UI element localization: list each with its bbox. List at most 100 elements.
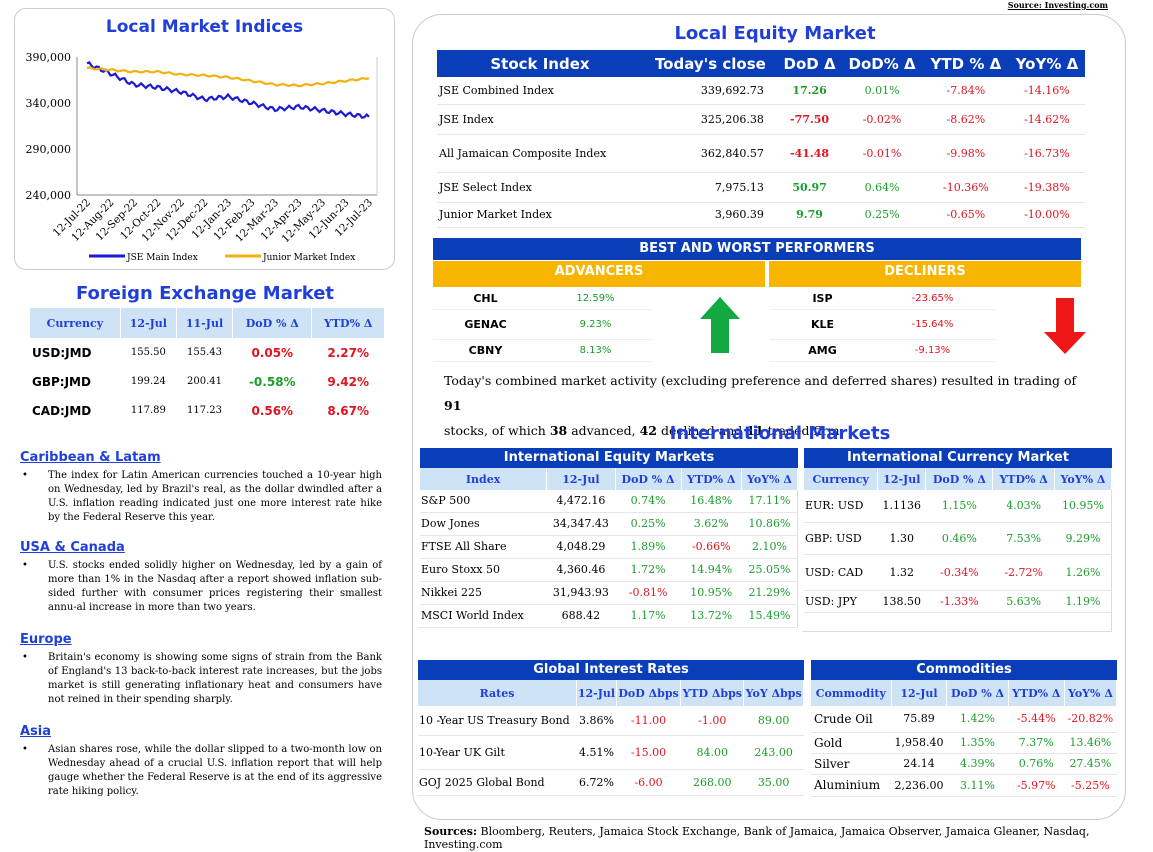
rates-row: 10 -Year US Treasury Bond 3.86% -11.00 -1.0… (418, 706, 804, 736)
intl-equity-value: 4,048.29 (546, 535, 616, 559)
intl-equity-ytd: 3.62% (681, 512, 742, 536)
commodity-dod: 3.11% (946, 774, 1009, 797)
equity-name: JSE Combined Index (437, 77, 643, 105)
intl-currency-row: USD: CAD 1.32 -0.34% -2.72% 1.26% (804, 554, 1112, 591)
down-arrow-icon (1044, 298, 1086, 354)
intl-currency-value: 138.50 (877, 590, 926, 613)
news-list: The index for Latin American currencies … (20, 469, 382, 525)
equity-name: All Jamaican Composite Index (437, 134, 643, 173)
equity-close: 339,692.73 (642, 77, 778, 105)
news-heading: Asia (20, 724, 52, 739)
equity-close: 7,975.13 (642, 172, 778, 203)
fx-row: USD:JMD 155.50 155.43 0.05% 2.27% (30, 338, 385, 367)
intl-equity-yoy: 17.11% (741, 490, 798, 513)
intl-currency-name: USD: JPY (804, 590, 878, 613)
market-summary: Today's combined market activity (exclud… (444, 373, 1077, 438)
equity-yoy: -14.62% (1008, 104, 1085, 135)
intl-equity-value: 4,472.16 (546, 490, 616, 513)
intl-currency-row: USD: JPY 138.50 -1.33% 5.63% 1.19% (804, 590, 1112, 613)
rates-yoy: 89.00 (743, 706, 804, 736)
rates-dod: -15.00 (616, 735, 681, 770)
commodity-ytd: 7.37% (1008, 732, 1065, 754)
fx-today: 117.89 (130, 405, 166, 416)
decliners-header: DECLINERS (769, 261, 1081, 287)
news-heading: Europe (20, 632, 72, 647)
intl-equity-dod: 0.74% (615, 490, 682, 513)
intl-currency-dod: -1.33% (925, 590, 993, 613)
intl-equity-value: 31,943.93 (546, 581, 616, 605)
fx-prev: 117.23 (187, 405, 223, 416)
equity-col-header: Stock Index (437, 50, 643, 77)
equity-close: 3,960.39 (642, 202, 778, 228)
rates-ytd: 84.00 (680, 735, 744, 770)
intl-currency-name: GBP: USD (804, 522, 878, 555)
equity-col-header: DoD% Δ (841, 50, 923, 77)
fx-prev: 200.41 (187, 376, 223, 387)
equity-ytd: -0.65% (922, 202, 1009, 228)
intl-currency-ytd: -2.72% (992, 554, 1055, 591)
intl-equity-col-header: YTD% Δ (681, 468, 742, 490)
commodity-yoy: 13.46% (1064, 732, 1117, 754)
rates-yoy: 243.00 (743, 735, 804, 770)
fx-currency: GBP:JMD (32, 374, 91, 389)
intl-currency-col-header: Currency (804, 468, 879, 490)
intl-currency-col-header: 12-Jul (877, 468, 927, 490)
intl-equity-dod: 1.72% (615, 558, 682, 582)
rates-col-header: Rates (418, 680, 577, 706)
performer-change: -9.13% (914, 345, 951, 356)
intl-equity-yoy: 10.86% (741, 512, 798, 536)
intl-currency-title: International Currency Market (804, 448, 1112, 468)
commodity-value: 1,958.40 (891, 732, 947, 754)
intl-equity-dod: 1.17% (615, 604, 682, 628)
performer-change: 8.13% (579, 345, 612, 356)
local-indices-panel: Local Market Indices 390,000 340,000 290,0… (14, 8, 395, 270)
news-text: The index for Latin American currencies … (20, 469, 382, 525)
rates-col-header: DoD Δbps (616, 680, 682, 706)
advancer-row: GENAC 9.23% (433, 310, 653, 340)
commodity-name: Gold (811, 732, 892, 754)
equity-col-header: Today's close (642, 50, 778, 77)
commodity-dod: 4.39% (946, 753, 1009, 775)
intl-currency-yoy: 1.19% (1054, 590, 1112, 613)
fx-today: 199.24 (130, 376, 166, 387)
equity-row: JSE Combined Index 339,692.73 17.26 0.01% -7… (437, 77, 1085, 105)
up-arrow-icon (700, 297, 740, 353)
intl-equity-yoy: 15.49% (741, 604, 798, 628)
news-item: Europe Britain's economy is showing some … (20, 632, 382, 707)
equity-name: Junior Market Index (437, 202, 643, 228)
commodity-yoy: 27.45% (1064, 753, 1117, 775)
intl-equity-yoy: 21.29% (741, 581, 798, 605)
intl-equity-row: S&P 500 4,472.16 0.74% 16.48% 17.11% (420, 490, 798, 513)
right-panel (412, 14, 1126, 820)
equity-row: JSE Index 325,206.38 -77.50 -0.02% -8.62% -14… (437, 104, 1085, 135)
performer-symbol: AMG (808, 344, 837, 357)
equity-yoy: -16.73% (1008, 134, 1085, 173)
legend-label: Junior Market Index (262, 253, 355, 263)
commodity-name: Silver (811, 753, 892, 775)
fx-dod: -0.58% (248, 374, 296, 389)
equity-dod-pct: -0.02% (841, 104, 923, 135)
news-list: Asian shares rose, while the dollar slip… (20, 743, 382, 799)
rates-row: 10-Year UK Gilt 4.51% -15.00 84.00 243.00 (418, 735, 804, 770)
commodities-table: Commodity 12-Jul DoD % Δ YTD% Δ YoY% Δ Crude… (811, 680, 1118, 797)
decliner-row: ISP -23.65% (770, 288, 995, 310)
fx-ytd: 9.42% (327, 374, 370, 389)
news-item: Caribbean & Latam The index for Latin Ame… (20, 450, 382, 525)
equity-name: JSE Select Index (437, 172, 643, 203)
equity-close: 325,206.38 (642, 104, 778, 135)
intl-currency-col-header: YoY% Δ (1054, 468, 1113, 490)
commodity-ytd: -5.97% (1008, 774, 1065, 797)
intl-equity-name: S&P 500 (420, 490, 547, 513)
intl-equity-col-header: DoD % Δ (615, 468, 682, 490)
performer-change: 12.59% (576, 293, 615, 304)
local-indices-title: Local Market Indices (105, 17, 304, 37)
fx-title: Foreign Exchange Market (75, 283, 335, 304)
equity-dod-pct: 0.01% (841, 77, 923, 105)
fx-prev: 155.43 (187, 347, 223, 358)
intl-equity-row: Euro Stoxx 50 4,360.46 1.72% 14.94% 25.05% (420, 558, 798, 582)
intl-equity-row: FTSE All Share 4,048.29 1.89% -0.66% 2.10% (420, 535, 798, 559)
intl-currency-ytd: 7.53% (992, 522, 1055, 555)
rates-col-header: YoY Δbps (743, 680, 804, 706)
rates-dod: -6.00 (616, 769, 681, 796)
commodity-col-header: DoD % Δ (946, 680, 1009, 706)
